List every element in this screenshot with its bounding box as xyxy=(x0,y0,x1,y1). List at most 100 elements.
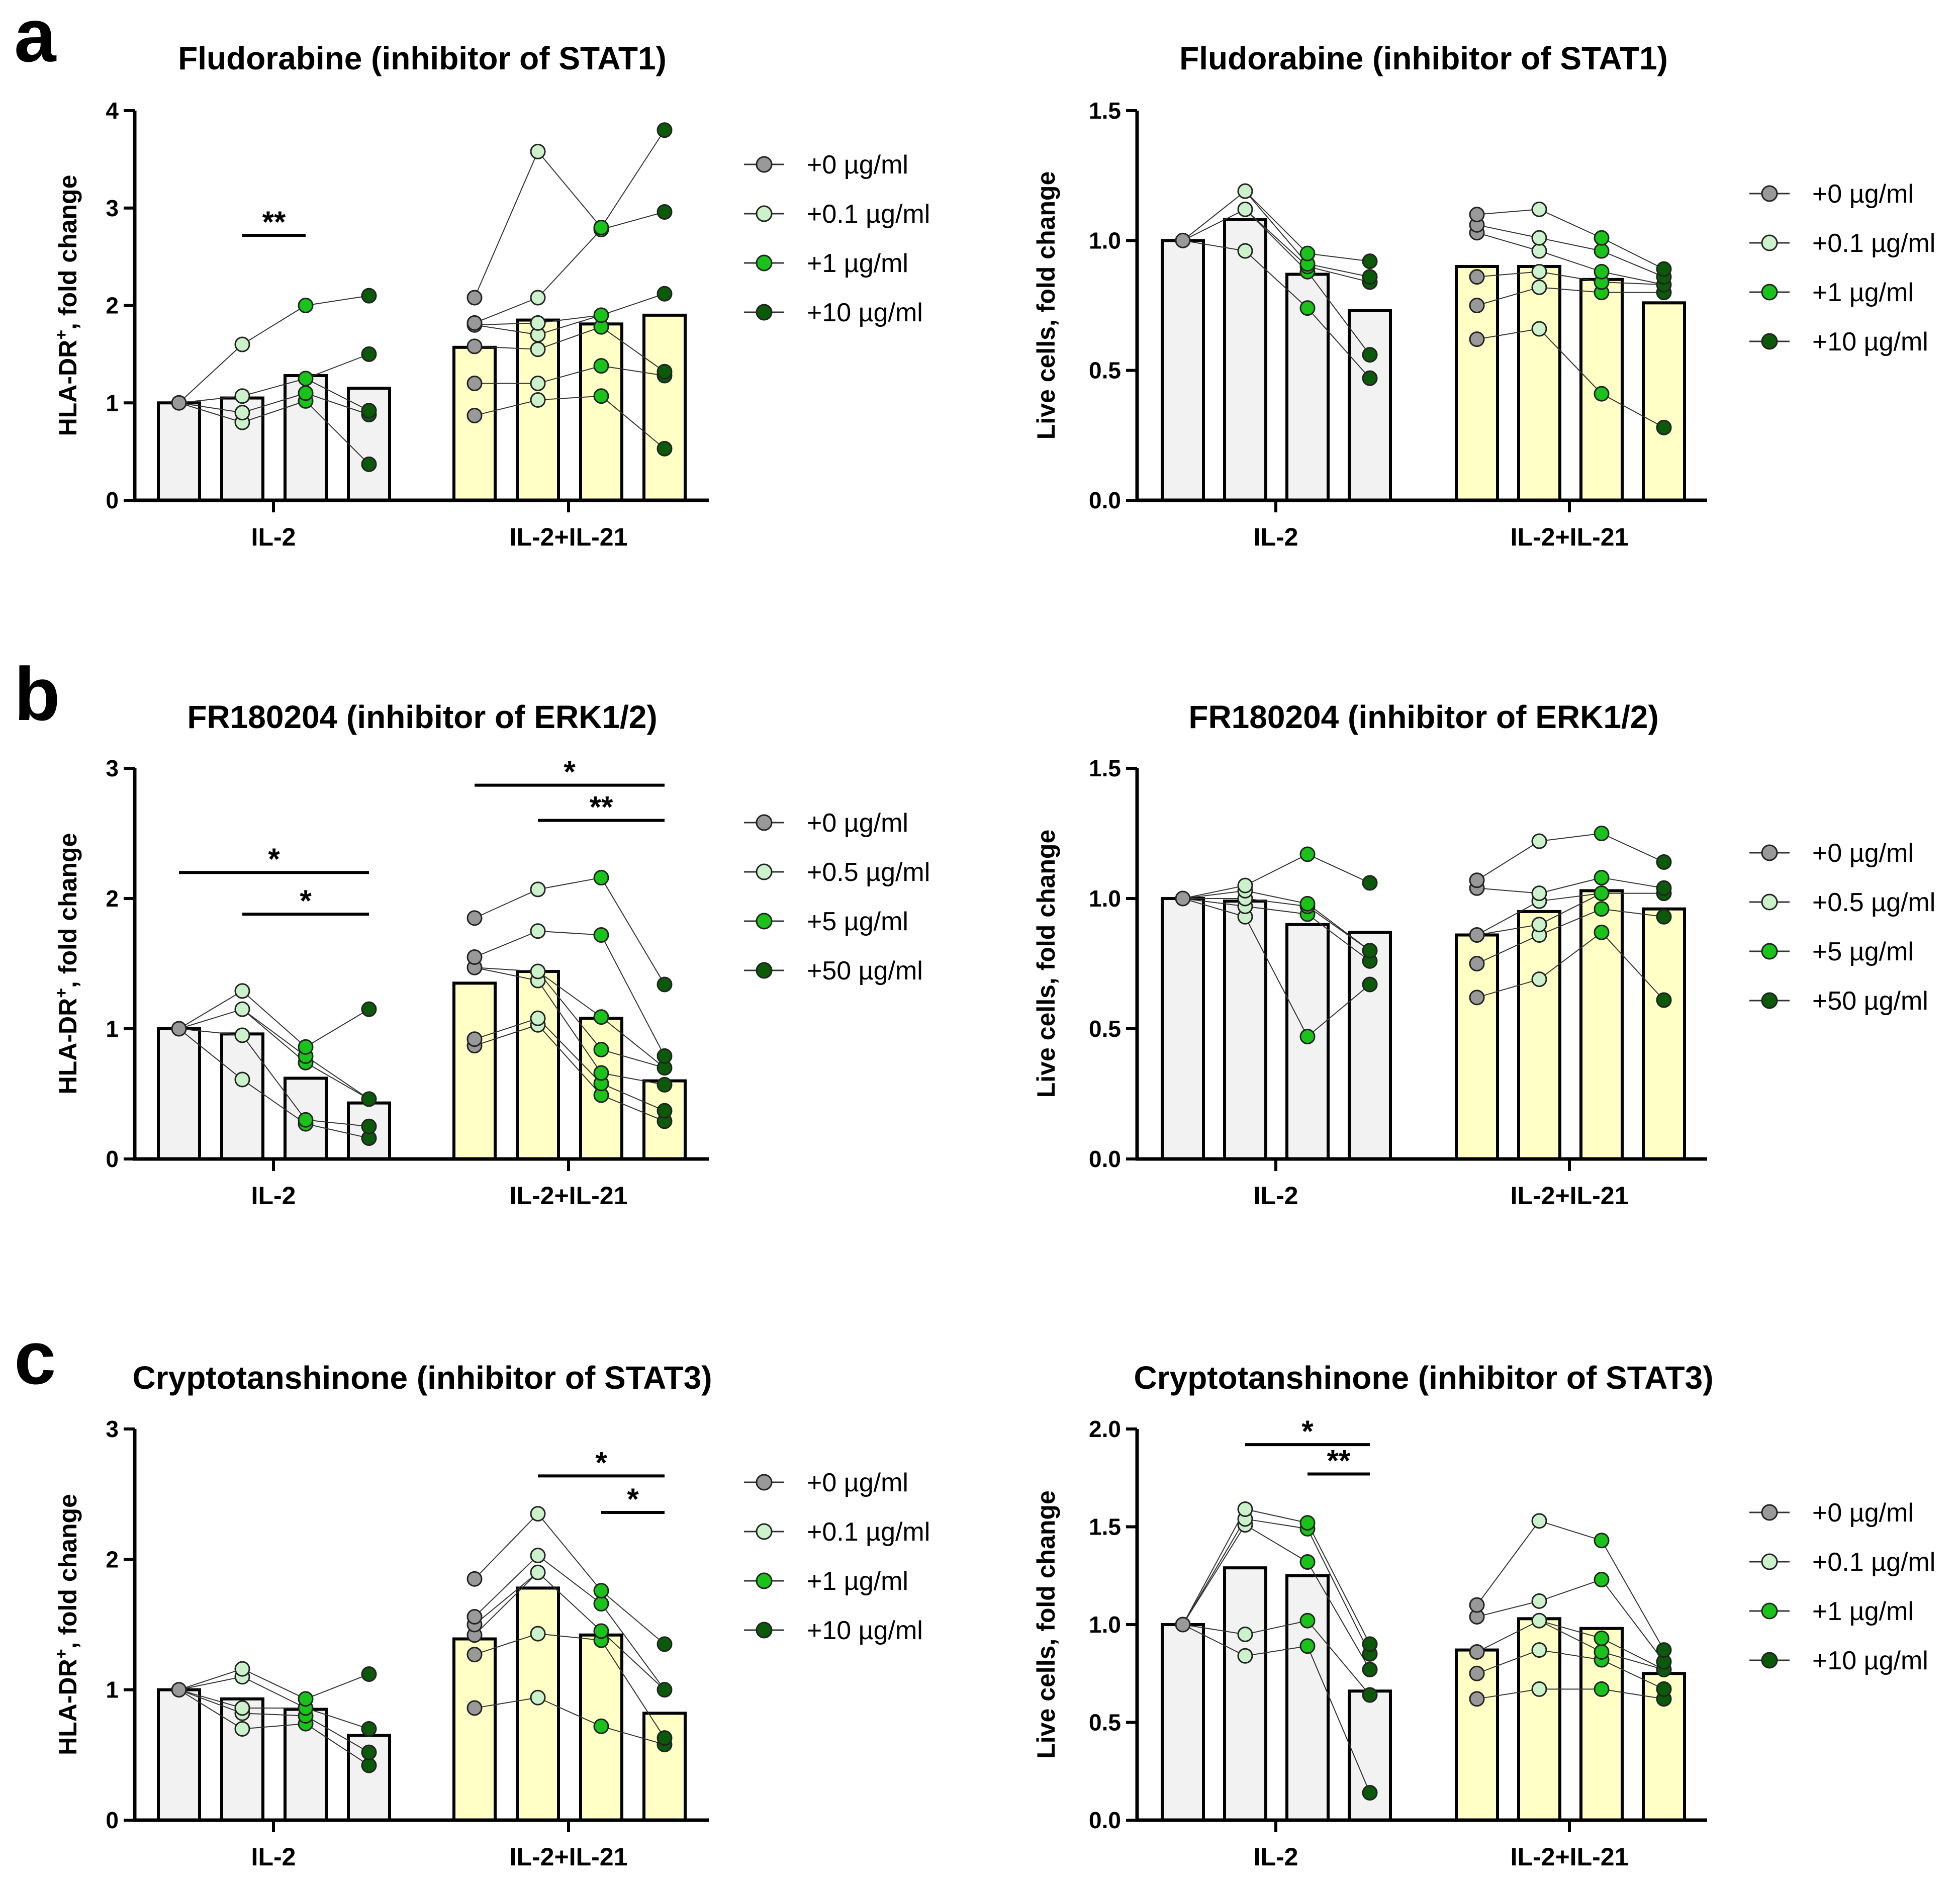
connector-line xyxy=(601,1083,665,1112)
y-axis-label: HLA-DR+, fold change xyxy=(52,833,82,1095)
data-point xyxy=(234,1027,250,1043)
bar xyxy=(1223,1566,1267,1822)
legend-marker xyxy=(1761,1652,1778,1669)
data-point xyxy=(657,122,673,138)
connector-line xyxy=(1307,903,1370,951)
connector-line xyxy=(1476,924,1540,936)
data-point xyxy=(1237,243,1253,259)
y-tick-label: 1 xyxy=(106,1677,119,1703)
connector-line xyxy=(601,211,665,230)
data-point xyxy=(466,407,483,423)
data-point xyxy=(1469,927,1485,943)
data-point xyxy=(530,923,546,939)
legend-marker xyxy=(756,156,773,173)
connector-line xyxy=(1476,901,1540,936)
connector-line xyxy=(1307,271,1370,355)
significance-label: ** xyxy=(590,790,613,824)
connector-line xyxy=(178,991,243,1029)
connector-line xyxy=(178,1009,243,1029)
data-point xyxy=(530,1626,546,1642)
connector-line xyxy=(1476,232,1540,251)
data-point xyxy=(593,307,609,323)
y-tick-label: 1.5 xyxy=(1089,98,1121,124)
category-label: IL-2+IL-21 xyxy=(510,1182,628,1210)
connector-line xyxy=(1307,1562,1370,1670)
data-point xyxy=(361,1721,377,1737)
connector-line xyxy=(242,1079,306,1124)
y-axis-label: Live cells, fold change xyxy=(1032,1490,1060,1759)
connector-line xyxy=(1245,1620,1308,1635)
legend-marker xyxy=(1761,1602,1778,1620)
connector-line xyxy=(1476,841,1540,881)
connector-line xyxy=(1601,908,1664,918)
connector-line xyxy=(305,1062,369,1100)
data-point xyxy=(1362,1785,1378,1801)
connector-line xyxy=(1539,892,1602,902)
connector-line xyxy=(474,324,538,335)
connector-line xyxy=(1476,287,1540,306)
bar xyxy=(516,970,560,1161)
bar xyxy=(516,318,560,502)
legend-label: +5 µg/ml xyxy=(1812,937,1914,966)
data-point xyxy=(530,881,546,898)
connector-line xyxy=(1601,833,1664,863)
legend-label: +0.1 µg/ml xyxy=(807,1517,930,1547)
connector-line xyxy=(1307,1523,1370,1645)
y-tick-label: 0.0 xyxy=(1089,1146,1121,1172)
legend-label: +0.1 µg/ml xyxy=(807,200,930,229)
connector-line xyxy=(1245,916,1308,1037)
data-point xyxy=(466,315,483,331)
bar xyxy=(1161,897,1205,1160)
data-point xyxy=(1531,279,1547,295)
connector-line xyxy=(1601,877,1664,889)
bar xyxy=(1223,218,1267,502)
data-point xyxy=(657,1077,673,1093)
data-point xyxy=(657,440,673,457)
connector-line xyxy=(1476,1600,1540,1618)
legend-marker xyxy=(756,205,773,222)
data-point xyxy=(1594,870,1610,886)
data-point xyxy=(1531,1513,1547,1529)
connector-line xyxy=(178,1676,243,1690)
legend-marker xyxy=(1761,284,1778,301)
data-point xyxy=(1362,976,1378,993)
data-point xyxy=(1656,1642,1672,1658)
connector-line xyxy=(1182,1518,1246,1625)
legend-label: +0 µg/ml xyxy=(807,150,908,180)
data-point xyxy=(593,1623,609,1639)
y-tick-label: 2 xyxy=(106,885,119,912)
chart-4: FR180204 (inhibitor of ERK1/2) Live cells… xyxy=(1032,699,1935,1210)
data-point xyxy=(1531,321,1547,337)
data-point xyxy=(1469,269,1485,285)
y-axis-label-superscript: + xyxy=(52,1649,71,1659)
data-point xyxy=(1469,1691,1485,1707)
connector-line xyxy=(537,971,602,1018)
y-axis-label: Live cells, fold change xyxy=(1032,171,1060,440)
connector-line xyxy=(601,1590,665,1645)
connector-line xyxy=(1539,1579,1602,1602)
data-point xyxy=(1469,207,1485,223)
connector-line xyxy=(1601,393,1664,428)
connector-line xyxy=(1307,1646,1370,1793)
data-point xyxy=(530,1010,546,1026)
connector-line xyxy=(537,1697,602,1727)
chart-title: FR180204 (inhibitor of ERK1/2) xyxy=(187,699,657,735)
data-point xyxy=(1469,956,1485,971)
data-point xyxy=(234,1001,250,1017)
connector-line xyxy=(305,1715,369,1753)
charts-container: Fludorabine (inhibitor of STAT1)HLA-DR+,… xyxy=(52,40,1935,1871)
y-tick-label: 0.0 xyxy=(1089,1807,1121,1833)
connector-line xyxy=(1307,1528,1370,1654)
connector-line xyxy=(537,151,602,228)
y-axis-label-superscript: + xyxy=(52,330,71,340)
y-tick-label: 0 xyxy=(106,1146,119,1172)
connector-line xyxy=(1476,887,1540,894)
data-point xyxy=(1237,1501,1253,1517)
connector-line xyxy=(1307,1620,1370,1695)
chart-3: FR180204 (inhibitor of ERK1/2) HLA-DR+, f… xyxy=(52,699,930,1210)
data-point xyxy=(1299,1515,1316,1531)
connector-line xyxy=(305,1119,369,1127)
data-point xyxy=(298,1691,314,1707)
connector-line xyxy=(1601,1659,1664,1690)
connector-line xyxy=(474,1572,538,1636)
